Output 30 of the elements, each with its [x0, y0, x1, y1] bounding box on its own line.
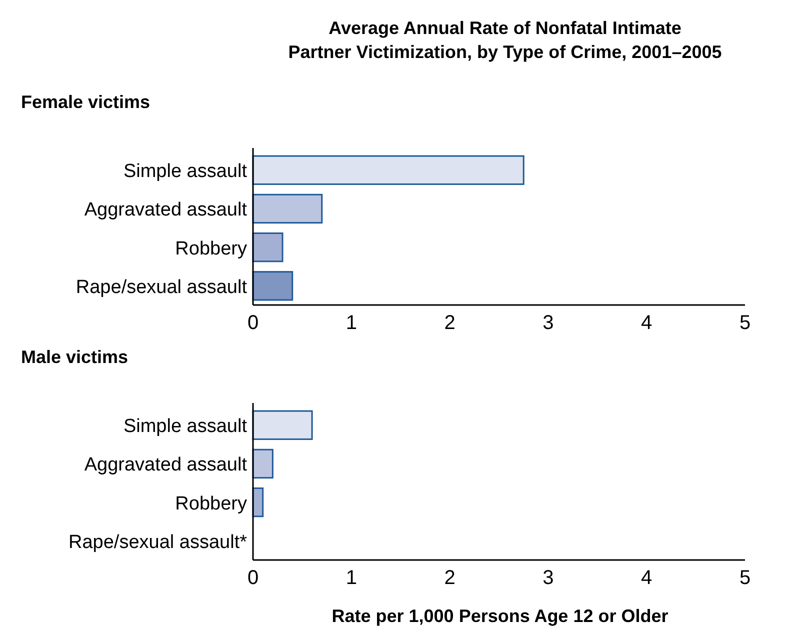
x-tick-label: 1: [346, 567, 357, 589]
x-axis-title: Rate per 1,000 Persons Age 12 or Older: [332, 606, 668, 626]
bar: [252, 448, 274, 479]
bar: [252, 194, 323, 224]
x-tick-label: 5: [739, 567, 751, 589]
x-tick-label: 3: [542, 567, 554, 589]
bar: [252, 410, 313, 440]
bar: [252, 232, 284, 262]
bar: [252, 155, 524, 185]
chart-title: Average Annual Rate of Nonfatal Intimate Partner Victimization, by Type of Crime, 2001–2005: [288, 18, 722, 62]
x-tick-label: 1: [346, 312, 357, 334]
y-tick-label: Simple assault: [123, 416, 248, 438]
x-tick-label: 0: [247, 567, 259, 589]
x-tick-label: 4: [641, 312, 652, 334]
y-tick-label: Aggravated assault: [84, 454, 248, 476]
y-tick-label: Simple assault: [123, 161, 248, 182]
bar: [252, 271, 294, 301]
x-tick-label: 3: [542, 312, 554, 334]
text: Female victims: [21, 92, 150, 112]
y-tick-label: Robbery: [175, 238, 248, 260]
y-tick-label: Aggravated assault: [84, 200, 248, 221]
x-tick-label: 0: [247, 312, 259, 334]
x-tick-label: 2: [444, 567, 456, 589]
text: Male victims: [21, 347, 128, 367]
y-tick-label: Rape/sexual assault*: [68, 532, 248, 553]
x-tick-label: 2: [444, 312, 456, 334]
x-tick-label: 4: [641, 567, 652, 589]
x-tick-label: 5: [739, 312, 751, 334]
y-tick-label: Robbery: [175, 493, 248, 514]
y-tick-label: Rape/sexual assault: [76, 276, 248, 298]
